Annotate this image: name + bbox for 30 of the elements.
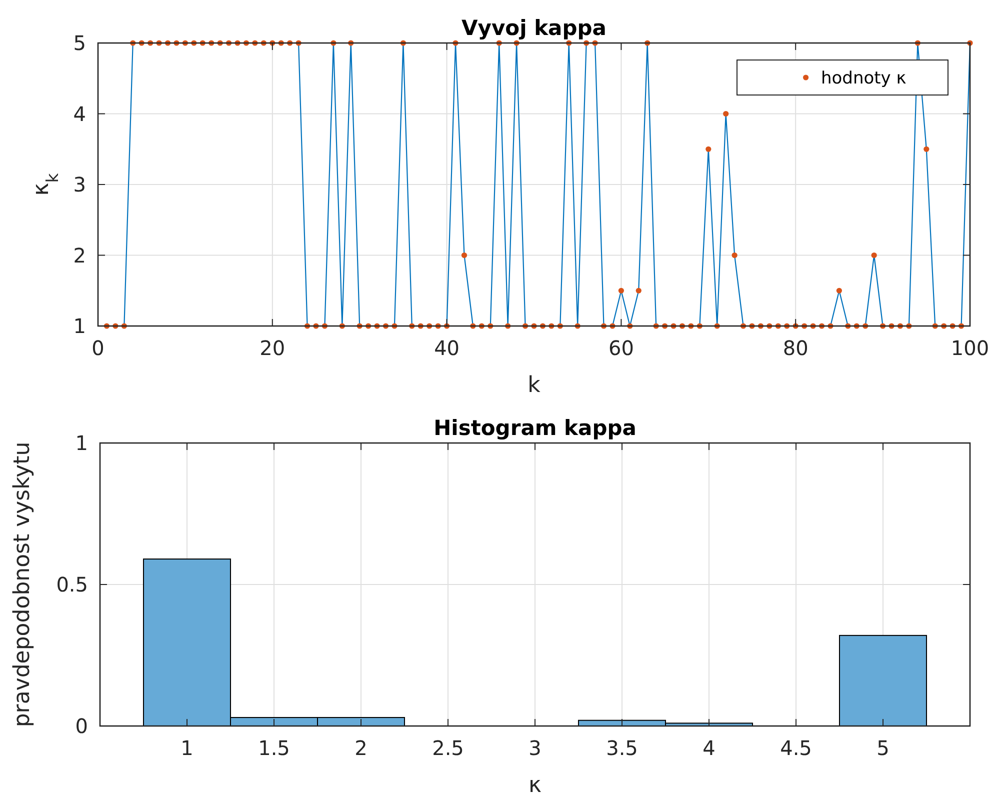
y-tick-label: 4	[73, 102, 86, 126]
x-tick-label: 3.5	[606, 736, 638, 760]
x-tick-label: 2	[354, 736, 368, 760]
x-tick-label: 60	[608, 336, 634, 360]
x-tick-label: 0	[92, 336, 104, 360]
x-tick-label: 3	[528, 736, 542, 760]
y-tick-label: 0.5	[56, 572, 88, 596]
x-tick-label: 4.5	[780, 736, 812, 760]
legend-label: hodnoty κ	[821, 68, 906, 88]
y-tick-label: 1	[75, 431, 88, 455]
x-tick-label: 20	[260, 336, 286, 360]
x-axis-title: k	[528, 373, 541, 398]
y-tick-label: 0	[75, 714, 88, 738]
x-tick-label: 1	[180, 736, 194, 760]
y-tick-label: 1	[73, 314, 86, 338]
y-tick-label: 5	[73, 31, 86, 55]
x-tick-label: 5	[876, 736, 890, 760]
x-tick-label: 40	[434, 336, 460, 360]
chart-title: Vyvoj kappa	[462, 16, 606, 40]
x-tick-label: 80	[782, 336, 808, 360]
legend: hodnoty κ	[736, 60, 948, 96]
x-tick-label: 1.5	[258, 736, 290, 760]
y-tick-label: 2	[73, 243, 86, 268]
x-tick-label: 100	[950, 336, 990, 360]
y-tick-label: 3	[73, 172, 86, 196]
x-axis-title: κ	[528, 773, 542, 798]
x-tick-label: 4	[702, 736, 716, 760]
chart-title: Histogram kappa	[434, 416, 636, 440]
y-axis-title: pravdepodobnost vyskytu	[10, 442, 35, 728]
x-tick-label: 2.5	[432, 736, 464, 760]
